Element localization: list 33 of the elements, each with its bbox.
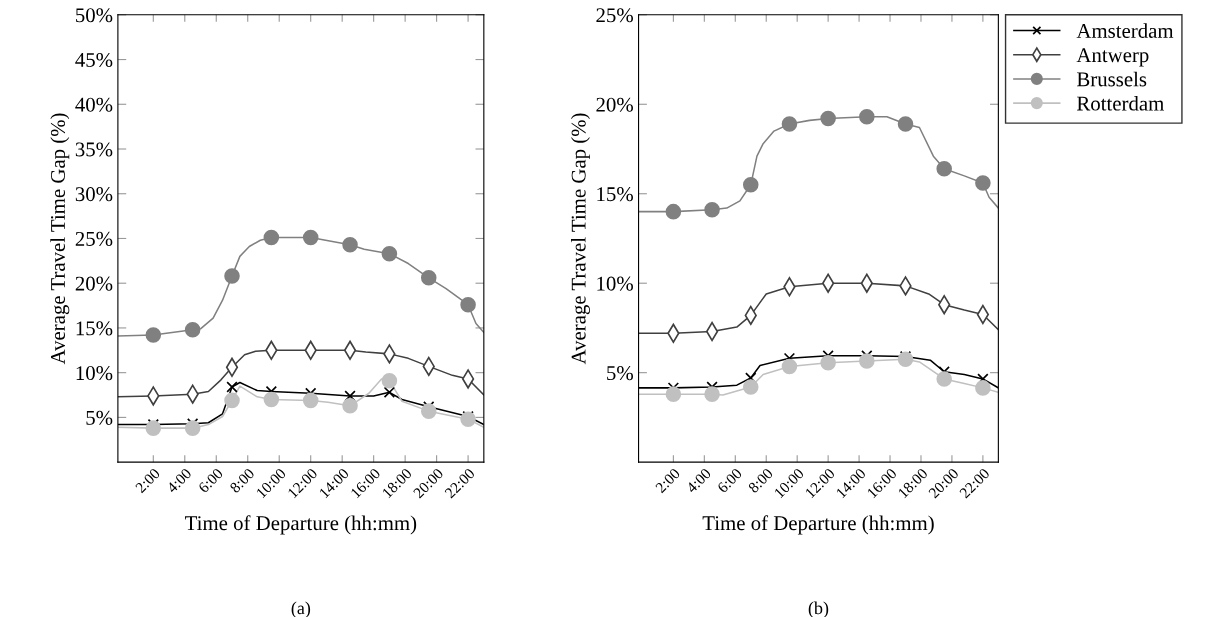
y-tick-label: 25% <box>75 231 113 246</box>
y-tick-label: 15% <box>597 187 633 202</box>
y-tick-label: 10% <box>597 276 633 291</box>
y-axis-title: Average Travel Time Gap (%) <box>571 113 590 365</box>
y-tick-label: 20% <box>75 276 113 291</box>
y-tick-label: 10% <box>76 366 113 381</box>
text: (b) <box>808 601 829 617</box>
x-tick-label: 2:00 <box>654 467 681 494</box>
y-tick-label: 20% <box>596 97 633 112</box>
y-axis-title: Average Travel Time Gap (%) <box>50 113 70 365</box>
x-tick-label: 8:00 <box>747 467 774 494</box>
x-tick-label: 6:00 <box>716 467 743 494</box>
legend-label: Antwerp <box>1076 48 1149 67</box>
y-tick-label: 35% <box>75 142 113 157</box>
x-axis-title: Time of Departure (hh:mm) <box>702 515 934 535</box>
x-tick-label: 4:00 <box>166 467 193 494</box>
y-tick-label: 45% <box>75 52 113 68</box>
x-tick-label: 6:00 <box>197 467 224 494</box>
y-tick-label: 5% <box>607 366 633 381</box>
legend-label: Brussels <box>1076 71 1147 87</box>
text: (a) <box>291 601 311 617</box>
y-tick-label: 15% <box>76 321 113 336</box>
y-tick-label: 5% <box>86 410 113 425</box>
y-tick-label: 40% <box>75 97 113 112</box>
y-tick-label: 30% <box>75 187 113 202</box>
y-tick-label: 25% <box>596 8 633 23</box>
legend-label: Rotterdam <box>1076 95 1165 111</box>
x-tick-label: 8:00 <box>229 467 255 494</box>
y-tick-label: 50% <box>76 8 113 23</box>
x-tick-label: 2:00 <box>134 467 161 494</box>
legend-label: Amsterdam <box>1076 23 1174 38</box>
x-axis-title: Time of Departure (hh:mm) <box>185 515 417 535</box>
x-tick-label: 4:00 <box>685 467 712 494</box>
